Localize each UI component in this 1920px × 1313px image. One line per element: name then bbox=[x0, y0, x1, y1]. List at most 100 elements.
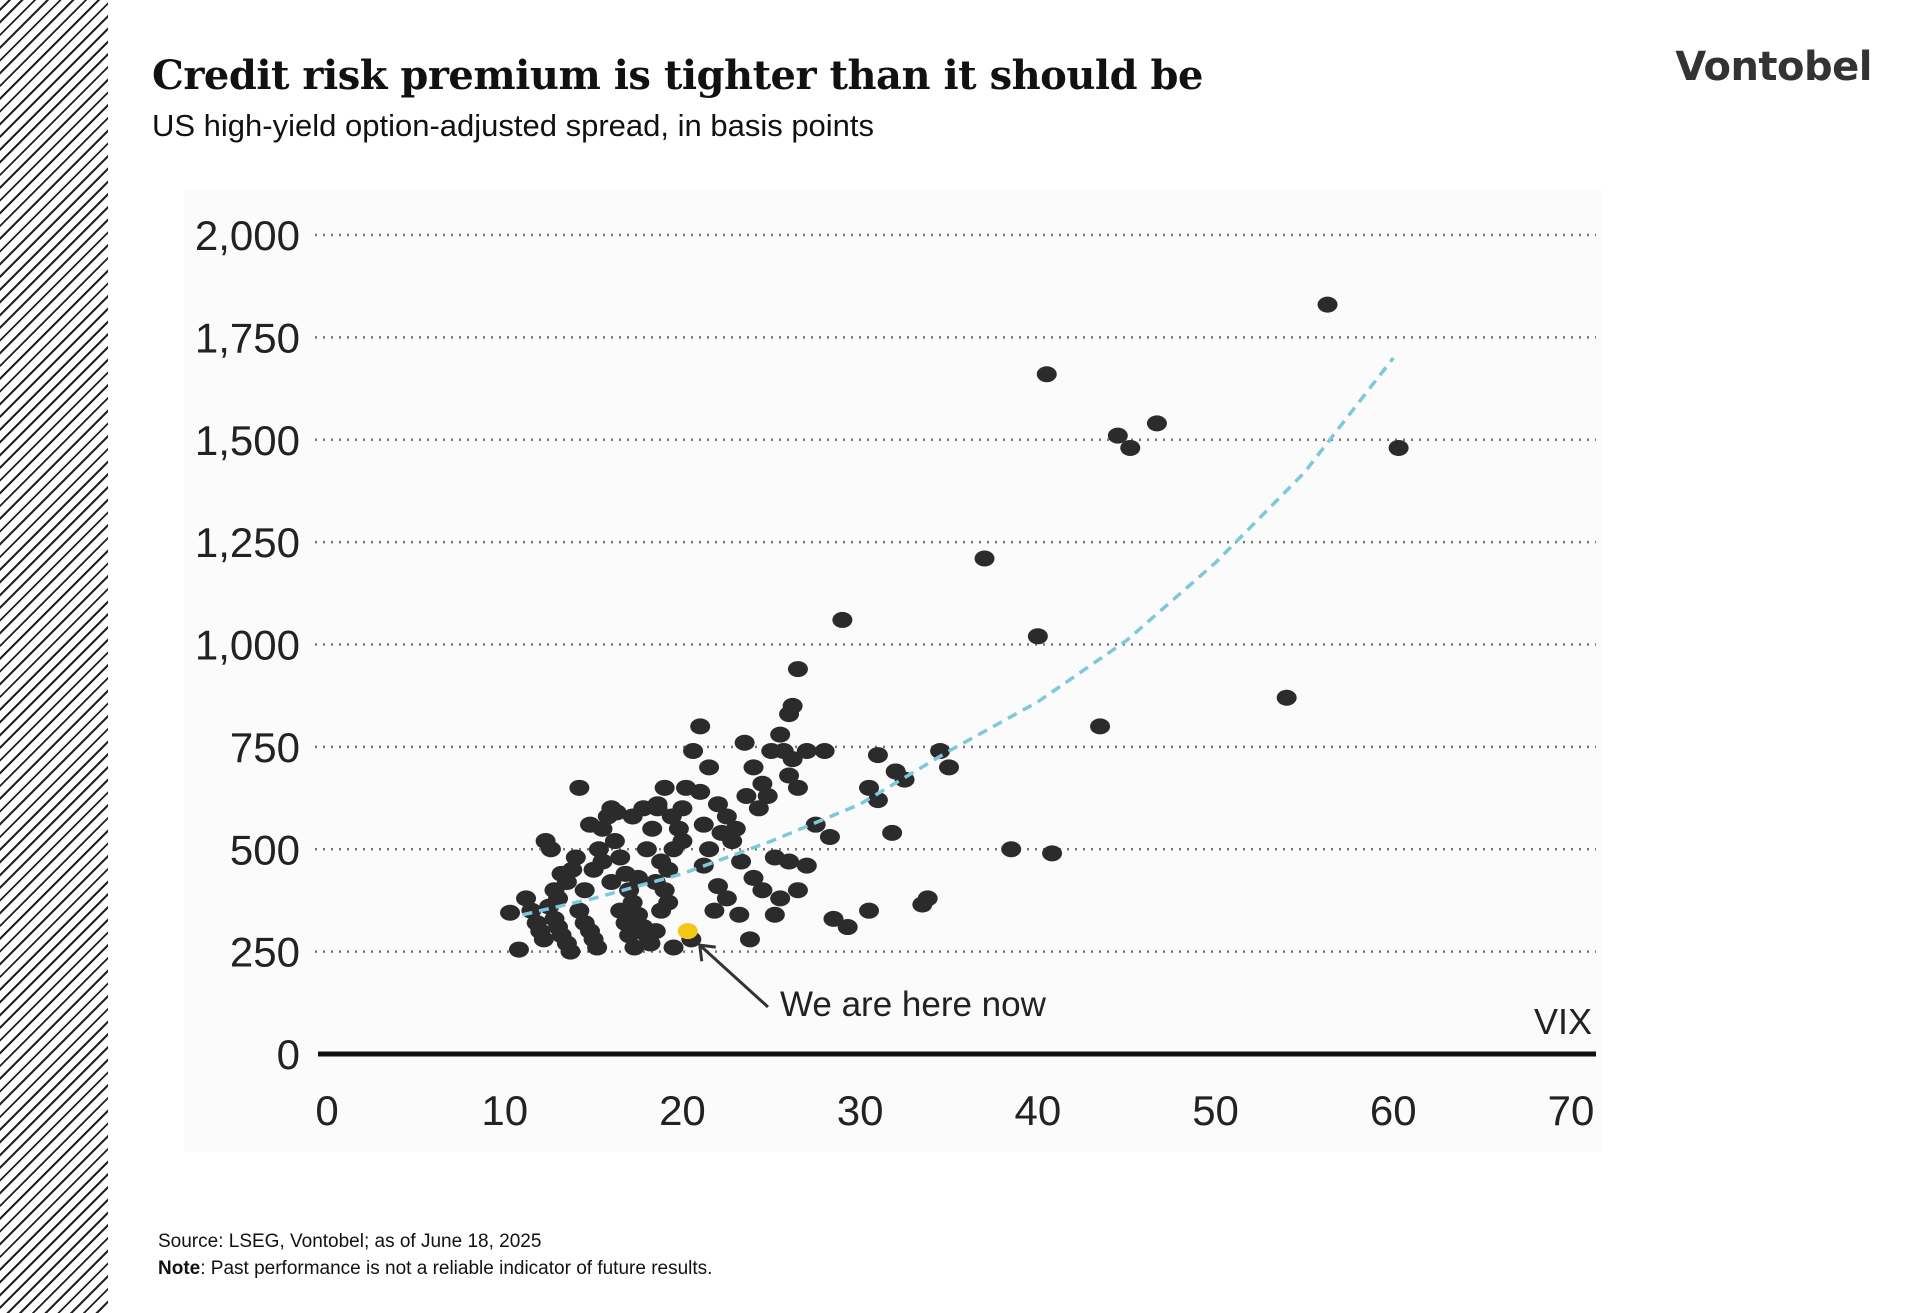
x-tick-label: 20 bbox=[659, 1087, 706, 1134]
data-point bbox=[782, 751, 803, 768]
data-point bbox=[693, 816, 714, 833]
note-label: Note bbox=[158, 1258, 201, 1279]
data-point bbox=[610, 849, 631, 866]
hatched-side-band bbox=[0, 0, 108, 1313]
data-point bbox=[592, 853, 613, 870]
data-point bbox=[588, 841, 609, 858]
data-point bbox=[1090, 718, 1111, 735]
data-point bbox=[859, 902, 880, 919]
data-point bbox=[569, 779, 590, 796]
data-point bbox=[551, 865, 572, 882]
data-point bbox=[508, 941, 529, 958]
data-point bbox=[736, 788, 757, 805]
y-tick-label: 750 bbox=[230, 724, 300, 771]
data-point bbox=[819, 828, 840, 845]
data-point bbox=[690, 783, 711, 800]
data-point bbox=[752, 882, 773, 899]
data-points bbox=[500, 296, 1409, 960]
brand-logo: Vontobel bbox=[1675, 44, 1872, 90]
data-point bbox=[651, 853, 672, 870]
y-tick-label: 0 bbox=[277, 1031, 300, 1078]
data-point bbox=[640, 935, 661, 952]
data-point bbox=[658, 894, 679, 911]
data-point bbox=[729, 906, 750, 923]
data-point bbox=[1036, 366, 1057, 383]
data-point bbox=[779, 767, 800, 784]
data-point bbox=[1120, 439, 1141, 456]
data-point bbox=[739, 931, 760, 948]
data-point bbox=[574, 882, 595, 899]
y-tick-label: 250 bbox=[230, 929, 300, 976]
data-point bbox=[642, 820, 663, 837]
data-point bbox=[560, 943, 581, 960]
data-point bbox=[606, 804, 627, 821]
annotation-label: We are here now bbox=[780, 985, 1047, 1024]
data-point bbox=[619, 927, 640, 944]
data-point bbox=[615, 914, 636, 931]
data-point bbox=[569, 902, 590, 919]
data-point bbox=[587, 939, 608, 956]
data-point bbox=[731, 853, 752, 870]
data-point bbox=[748, 800, 769, 817]
data-point bbox=[770, 726, 791, 743]
data-point bbox=[565, 849, 586, 866]
data-point bbox=[743, 869, 764, 886]
data-point bbox=[704, 902, 725, 919]
data-point bbox=[764, 906, 785, 923]
data-point bbox=[974, 550, 995, 567]
x-axis-label: VIX bbox=[1534, 1001, 1592, 1042]
data-point bbox=[690, 718, 711, 735]
data-point bbox=[628, 869, 648, 886]
data-point bbox=[716, 808, 737, 825]
data-point bbox=[1276, 689, 1297, 706]
data-point bbox=[1107, 427, 1128, 444]
data-point bbox=[699, 759, 720, 776]
chart-title: Credit risk premium is tighter than it s… bbox=[152, 52, 1203, 99]
data-point bbox=[796, 742, 817, 759]
y-tick-label: 2,000 bbox=[195, 212, 300, 259]
data-point bbox=[1001, 841, 1022, 858]
data-point bbox=[814, 742, 835, 759]
data-point bbox=[1388, 439, 1409, 456]
data-point bbox=[663, 939, 684, 956]
data-point bbox=[699, 841, 720, 858]
data-point bbox=[645, 923, 666, 940]
data-point bbox=[859, 779, 880, 796]
y-tick-label: 500 bbox=[230, 826, 300, 873]
data-point bbox=[601, 874, 622, 891]
data-point bbox=[832, 611, 853, 628]
data-point bbox=[796, 857, 817, 874]
y-tick-label: 1,000 bbox=[195, 622, 300, 669]
y-axis-tick-labels: 0 250 500 750 1,000 1,250 1,500 1,750 2,000 bbox=[195, 212, 300, 1078]
data-point bbox=[722, 833, 743, 850]
data-point bbox=[707, 878, 728, 895]
data-point bbox=[782, 697, 803, 714]
data-point bbox=[661, 808, 682, 825]
data-point bbox=[672, 833, 693, 850]
x-tick-label: 0 bbox=[315, 1087, 338, 1134]
source-note: Source: LSEG, Vontobel; as of June 18, 2… bbox=[158, 1231, 542, 1252]
data-point bbox=[580, 816, 601, 833]
data-point bbox=[533, 931, 554, 948]
data-point bbox=[757, 788, 778, 805]
current-point-marker bbox=[677, 923, 698, 940]
annotation-arrow-head bbox=[698, 943, 716, 962]
data-point bbox=[770, 890, 791, 907]
data-point bbox=[636, 841, 657, 858]
data-point bbox=[787, 779, 808, 796]
x-tick-label: 60 bbox=[1370, 1087, 1417, 1134]
x-tick-label: 30 bbox=[837, 1087, 884, 1134]
data-point bbox=[500, 904, 521, 921]
y-tick-label: 1,500 bbox=[195, 417, 300, 464]
data-point bbox=[939, 759, 959, 776]
data-point bbox=[604, 833, 625, 850]
data-point bbox=[867, 747, 888, 764]
data-point bbox=[647, 796, 668, 813]
plot-background bbox=[184, 190, 1602, 1152]
data-point bbox=[610, 902, 631, 919]
data-point bbox=[734, 734, 755, 751]
x-tick-label: 10 bbox=[481, 1087, 528, 1134]
data-point bbox=[1317, 296, 1338, 313]
data-point bbox=[882, 824, 903, 841]
data-point bbox=[837, 919, 858, 936]
